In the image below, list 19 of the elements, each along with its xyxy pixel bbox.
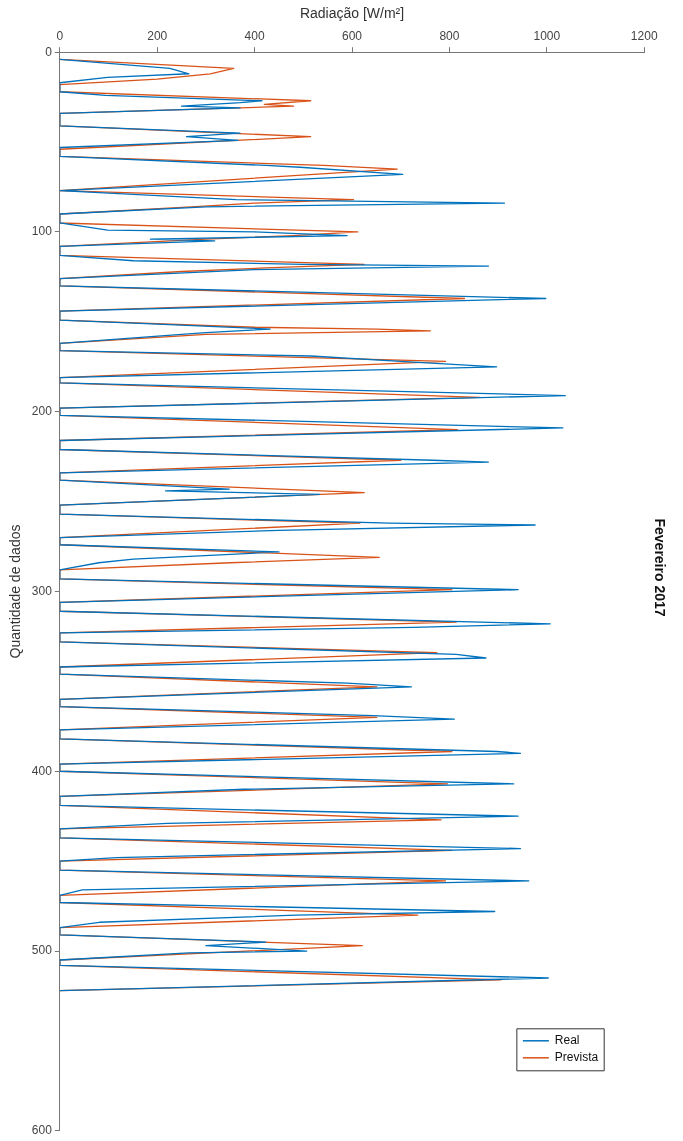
y-tick-label: 500	[31, 943, 53, 958]
y-tick-label: 0	[45, 44, 53, 59]
text: Fevereiro 2017	[651, 518, 668, 617]
x-tick-label: 600	[342, 29, 363, 44]
x-tick-label: 200	[147, 29, 168, 44]
y-tick-label: 400	[31, 763, 53, 778]
x-tick-label: 1000	[533, 29, 561, 44]
legend-label: Prevista	[554, 1050, 599, 1065]
legend-label: Real	[554, 1033, 580, 1048]
y-tick-label: 100	[31, 224, 53, 239]
y-tick-label: 600	[31, 1123, 53, 1138]
y-tick-label: 200	[31, 404, 53, 419]
y-tick-label: 300	[31, 583, 53, 598]
x-tick-label: 400	[244, 29, 265, 44]
y-axis-title: Quantidade de dados	[7, 524, 24, 659]
x-axis-title: Radiação [W/m²]	[299, 5, 405, 22]
x-tick-label: 800	[439, 29, 460, 44]
x-tick-label: 1200	[630, 29, 658, 44]
x-tick-label: 0	[56, 29, 64, 44]
